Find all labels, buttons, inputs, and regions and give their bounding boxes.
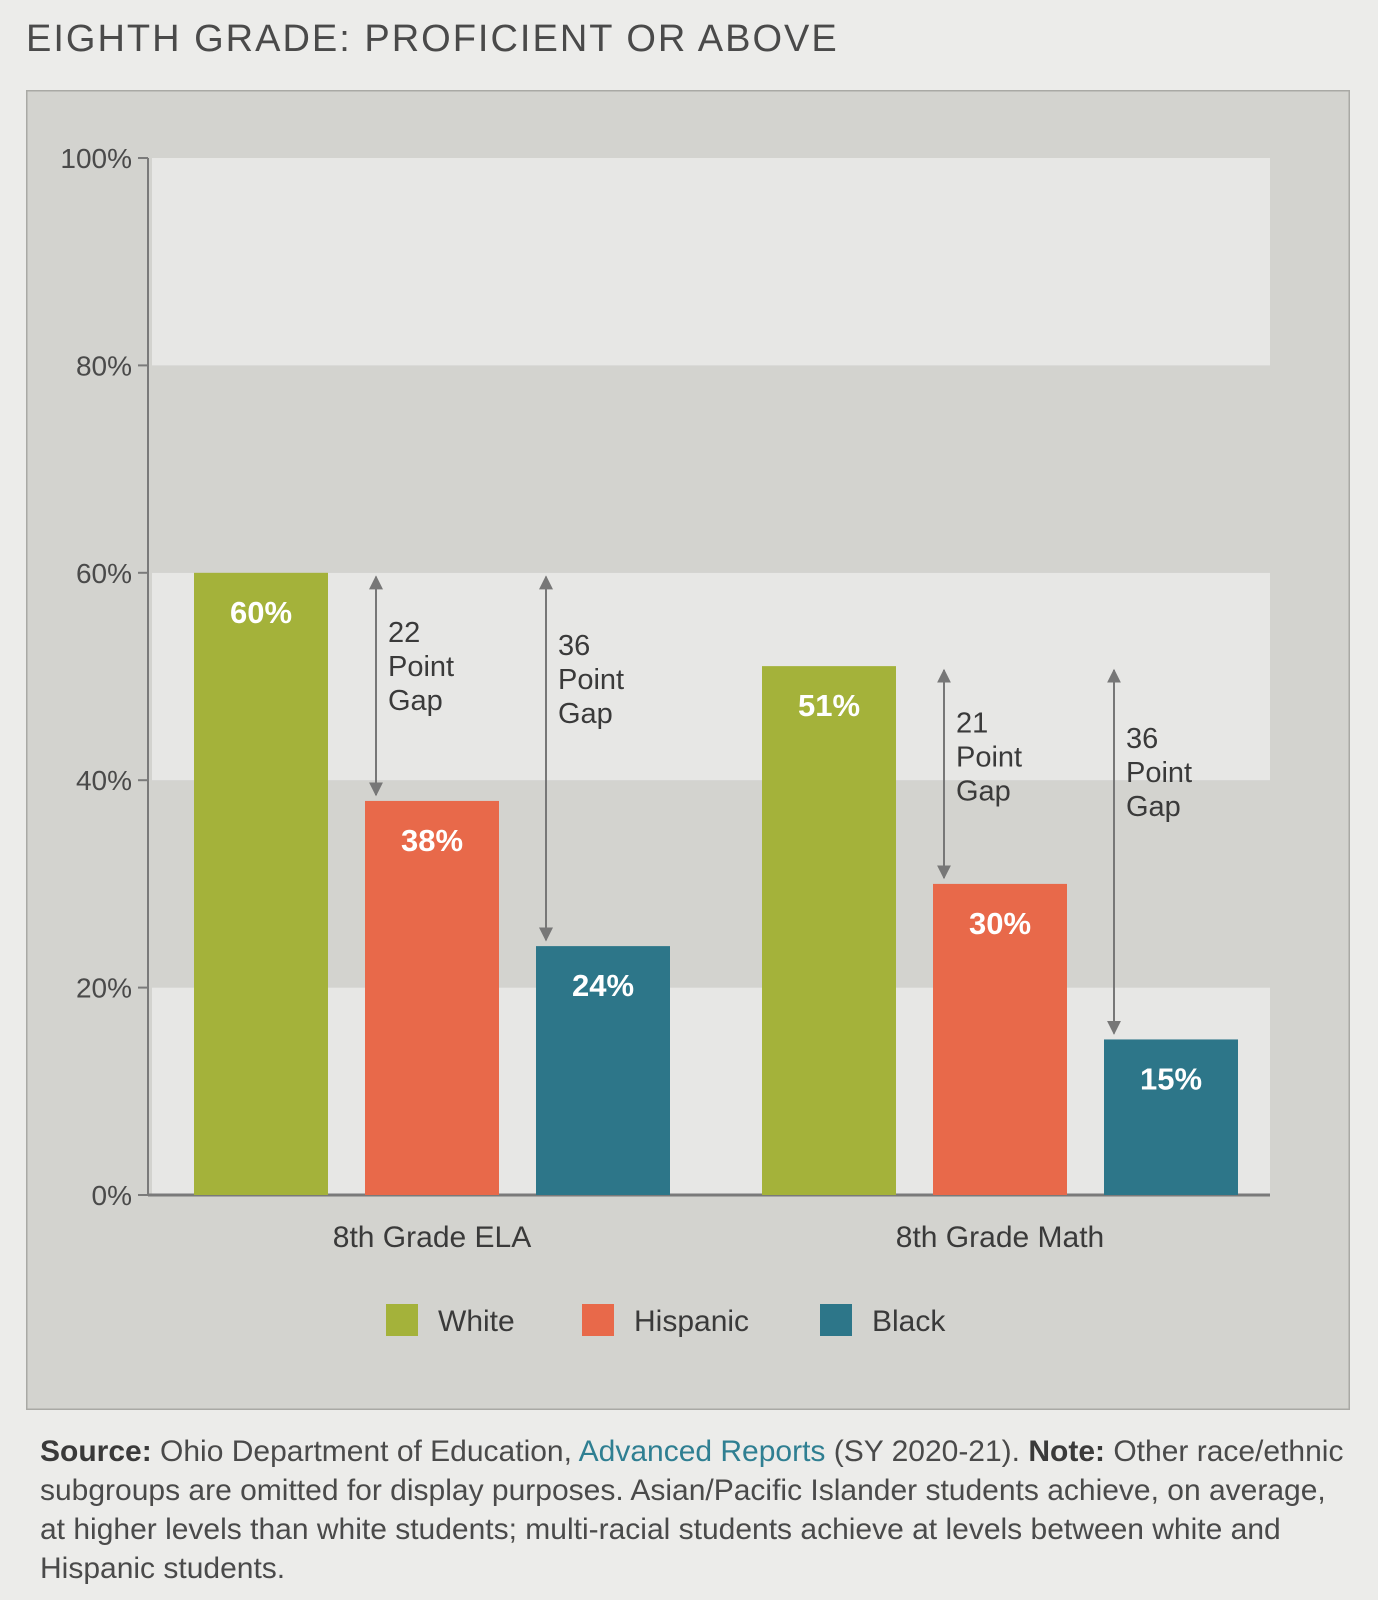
bar-hispanic-math xyxy=(933,883,1067,1195)
grid-band-20-40 xyxy=(152,780,1270,988)
note-label: Note: xyxy=(1028,1435,1105,1468)
bar-white-ela xyxy=(194,572,328,1195)
bar-white-math xyxy=(762,666,896,1195)
source-note: Source: Ohio Department of Education, Ad… xyxy=(40,1432,1350,1588)
legend-swatch-black xyxy=(820,1304,852,1336)
source-label: Source: xyxy=(40,1435,152,1468)
bar-value-label: 15% xyxy=(1140,1061,1202,1096)
bar-value-label: 51% xyxy=(798,688,860,723)
gap-annotation-text: Point xyxy=(1126,757,1192,789)
bar-hispanic-ela xyxy=(365,800,499,1195)
gap-annotation-text: Point xyxy=(388,651,454,683)
gap-annotation-text: Gap xyxy=(956,775,1011,807)
y-tick-label: 0% xyxy=(92,1180,132,1211)
source-suffix: (SY 2020-21). xyxy=(825,1435,1029,1468)
grid-band-40-60 xyxy=(152,572,1270,781)
chart-title: EIGHTH GRADE: PROFICIENT OR ABOVE xyxy=(26,18,839,60)
y-tick-label: 100% xyxy=(60,143,132,174)
y-tick-label: 60% xyxy=(76,558,132,589)
gap-annotation-text: Gap xyxy=(558,698,613,730)
legend-swatch-hispanic xyxy=(582,1304,614,1336)
advanced-reports-link[interactable]: Advanced Reports xyxy=(578,1435,826,1468)
y-tick-label: 20% xyxy=(76,973,132,1004)
grid-band-60-80 xyxy=(152,365,1270,573)
gap-annotation-text: Point xyxy=(956,741,1022,773)
note-text: Other race/ethnic subgroups are omitted … xyxy=(40,1435,1344,1585)
y-tick-label: 40% xyxy=(76,765,132,796)
chart-frame: 0% 20% 40% 60% 80% 100% 60% 38% 24% 8th Grade ELA… xyxy=(26,90,1350,1410)
bar-value-label: 24% xyxy=(572,968,634,1003)
legend-label-hispanic: Hispanic xyxy=(634,1305,749,1338)
x-category-label: 8th Grade ELA xyxy=(333,1221,531,1254)
legend-label-white: White xyxy=(438,1305,515,1338)
bar-black-math xyxy=(1104,1039,1238,1195)
gap-annotation-text: Gap xyxy=(388,685,443,717)
y-tick-label: 80% xyxy=(76,350,132,381)
bar-value-label: 38% xyxy=(401,823,463,858)
legend-swatch-white xyxy=(386,1304,418,1336)
gap-annotation-text: Point xyxy=(558,664,624,696)
gap-annotation-text: 36 xyxy=(1126,723,1158,755)
gap-annotation-text: 36 xyxy=(558,630,590,662)
grid-band-80-100 xyxy=(152,158,1270,366)
bar-chart: 0% 20% 40% 60% 80% 100% 60% 38% 24% 8th Grade ELA… xyxy=(26,90,1350,1410)
x-category-label: 8th Grade Math xyxy=(896,1221,1104,1254)
gap-annotation-text: 21 xyxy=(956,707,988,739)
grid-band-0-20 xyxy=(152,987,1270,1195)
bar-value-label: 60% xyxy=(230,595,292,630)
bar-value-label: 30% xyxy=(969,906,1031,941)
gap-annotation-text: 22 xyxy=(388,617,420,649)
bar-black-ela xyxy=(536,946,670,1195)
source-text: Ohio Department of Education, xyxy=(151,1435,579,1468)
gap-annotation-text: Gap xyxy=(1126,791,1181,823)
legend-label-black: Black xyxy=(872,1305,946,1338)
